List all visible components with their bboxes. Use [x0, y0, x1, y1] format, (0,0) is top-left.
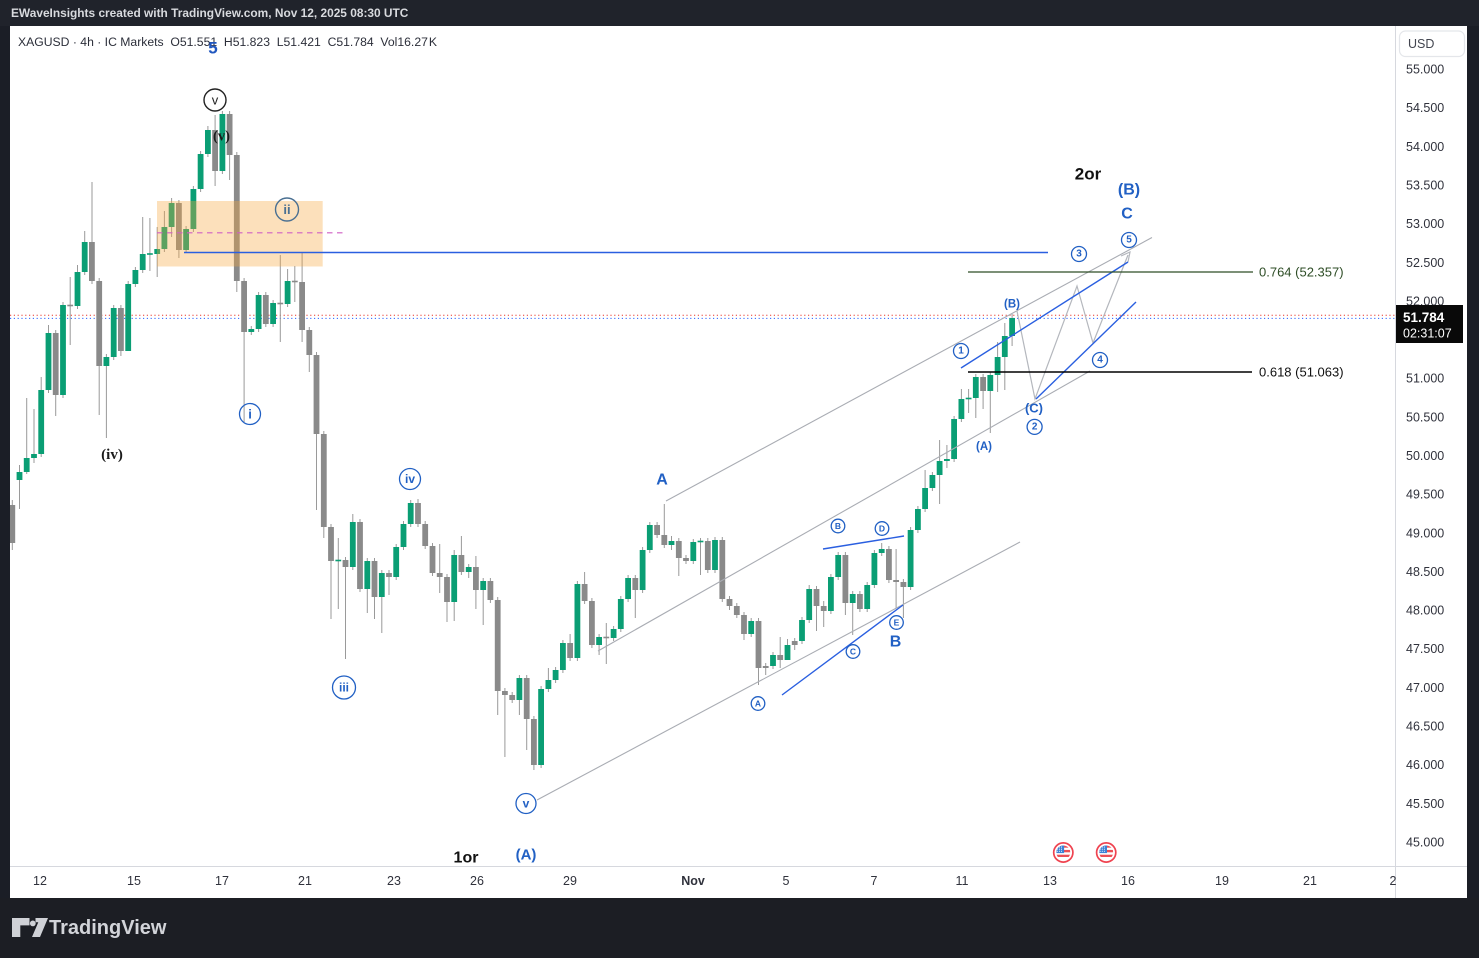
- svg-text:2: 2: [1032, 421, 1038, 432]
- svg-text:2: 2: [1390, 874, 1397, 888]
- svg-text:17: 17: [215, 874, 229, 888]
- svg-text:51.784: 51.784: [1403, 310, 1445, 325]
- svg-text:4: 4: [1097, 355, 1103, 366]
- svg-text:50.500: 50.500: [1406, 410, 1444, 424]
- svg-text:v: v: [212, 93, 219, 108]
- svg-text:C: C: [1121, 206, 1133, 223]
- svg-text:21: 21: [298, 874, 312, 888]
- svg-text:49.500: 49.500: [1406, 488, 1444, 502]
- svg-text:47.000: 47.000: [1406, 681, 1444, 695]
- svg-text:45.000: 45.000: [1406, 836, 1444, 850]
- svg-text:52.000: 52.000: [1406, 294, 1444, 308]
- svg-text:3: 3: [1076, 249, 1082, 260]
- svg-text:47.500: 47.500: [1406, 642, 1444, 656]
- svg-text:(B): (B): [1118, 182, 1140, 199]
- svg-text:B: B: [890, 634, 902, 651]
- svg-text:(C): (C): [1025, 401, 1043, 416]
- svg-text:ii: ii: [283, 202, 290, 217]
- svg-text:(A): (A): [516, 847, 537, 864]
- svg-text:(iv): (iv): [101, 447, 123, 463]
- svg-text:54.000: 54.000: [1406, 140, 1444, 154]
- svg-text:50.000: 50.000: [1406, 449, 1444, 463]
- svg-text:15: 15: [127, 874, 141, 888]
- svg-text:5: 5: [783, 874, 790, 888]
- svg-text:46.500: 46.500: [1406, 720, 1444, 734]
- svg-text:i: i: [248, 407, 252, 422]
- svg-text:48.000: 48.000: [1406, 604, 1444, 618]
- svg-text:1: 1: [958, 346, 964, 357]
- svg-text:Nov: Nov: [681, 874, 705, 888]
- svg-text:D: D: [879, 524, 885, 534]
- svg-text:5: 5: [1126, 235, 1132, 246]
- svg-text:A: A: [755, 699, 761, 709]
- svg-text:iii: iii: [339, 681, 349, 695]
- svg-text:12: 12: [33, 874, 47, 888]
- svg-text:(B): (B): [1004, 299, 1020, 311]
- svg-text:54.500: 54.500: [1406, 101, 1444, 115]
- svg-text:13: 13: [1043, 874, 1057, 888]
- svg-text:v: v: [523, 797, 530, 811]
- svg-text:C: C: [850, 647, 856, 657]
- svg-text:1or: 1or: [454, 850, 479, 867]
- svg-text:A: A: [656, 472, 668, 489]
- svg-text:52.500: 52.500: [1406, 256, 1444, 270]
- svg-text:19: 19: [1215, 874, 1229, 888]
- svg-text:11: 11: [956, 874, 969, 888]
- svg-text:49.000: 49.000: [1406, 526, 1444, 540]
- svg-text:(v): (v): [213, 129, 230, 145]
- svg-text:55.000: 55.000: [1406, 63, 1444, 77]
- svg-text:21: 21: [1303, 874, 1317, 888]
- svg-text:0.618 (51.063): 0.618 (51.063): [1259, 365, 1344, 380]
- svg-text:48.500: 48.500: [1406, 565, 1444, 579]
- svg-text:5: 5: [208, 39, 217, 58]
- svg-text:02:31:07: 02:31:07: [1403, 327, 1452, 341]
- svg-text:46.000: 46.000: [1406, 758, 1444, 772]
- svg-text:iv: iv: [405, 472, 415, 486]
- svg-text:16: 16: [1121, 874, 1135, 888]
- svg-text:53.000: 53.000: [1406, 217, 1444, 231]
- svg-text:0.764 (52.357): 0.764 (52.357): [1259, 265, 1344, 280]
- svg-text:23: 23: [387, 874, 401, 888]
- svg-text:51.000: 51.000: [1406, 372, 1444, 386]
- svg-text:45.500: 45.500: [1406, 797, 1444, 811]
- svg-text:7: 7: [871, 874, 878, 888]
- svg-text:E: E: [894, 618, 900, 628]
- svg-text:USD: USD: [1408, 37, 1434, 51]
- svg-text:B: B: [835, 521, 841, 531]
- svg-text:53.500: 53.500: [1406, 178, 1444, 192]
- svg-text:2or: 2or: [1075, 165, 1102, 184]
- svg-text:29: 29: [563, 874, 577, 888]
- svg-text:(A): (A): [976, 441, 992, 453]
- svg-text:26: 26: [470, 874, 484, 888]
